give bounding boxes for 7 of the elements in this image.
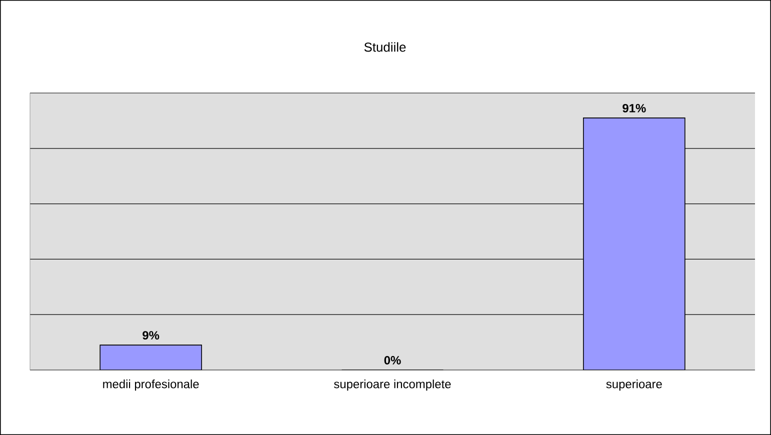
x-tick-label: superioare incomplete — [334, 380, 451, 391]
data-label: 9% — [142, 331, 160, 340]
x-tick-label: superioare — [606, 380, 662, 391]
data-label: 0% — [384, 356, 401, 364]
data-label: 91% — [622, 104, 646, 112]
x-tick-label: medii profesionale — [103, 380, 199, 391]
chart-title: Studiile — [364, 42, 406, 52]
